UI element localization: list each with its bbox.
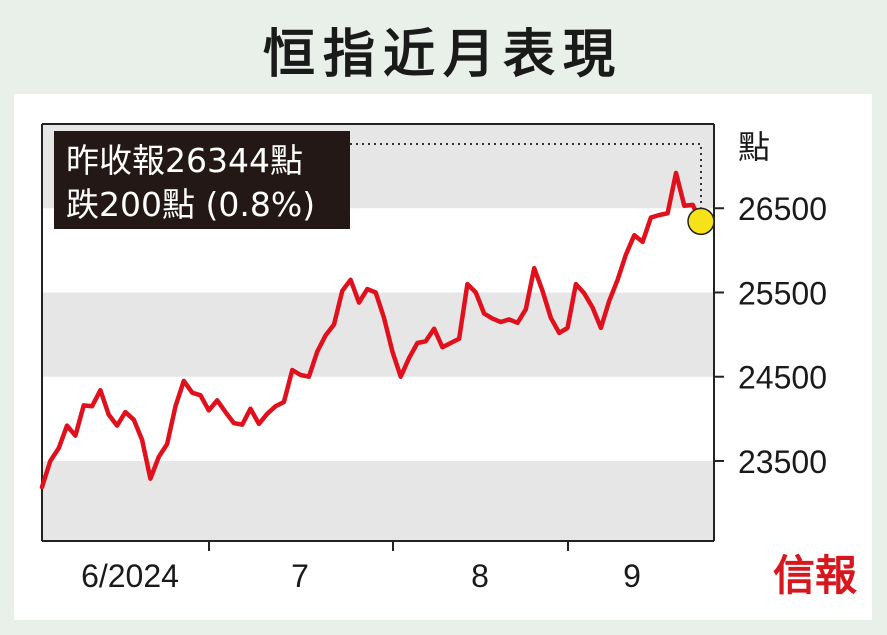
brand-logo: 信報 [772, 551, 857, 600]
y-axis-labels: 23500 24500 25500 26500 點 [738, 128, 827, 480]
annotation-box: 昨收報26344點 跌200點 (0.8%) [54, 131, 350, 229]
background-band-1 [42, 460, 714, 541]
x-axis-labels: 6/2024 7 8 9 [81, 558, 641, 594]
annotation-line-1: 昨收報26344點 [66, 141, 303, 180]
y-axis-unit-label: 點 [738, 128, 770, 166]
x-tick-label-1: 6/2024 [81, 558, 179, 594]
y-tick-label-25500: 25500 [738, 275, 827, 311]
series-line-hsi [39, 170, 704, 490]
x-tick-label-3: 8 [471, 558, 489, 594]
annotation-background [54, 131, 350, 229]
y-tick-label-24500: 24500 [738, 360, 827, 396]
annotation-line-2: 跌200點 (0.8%) [66, 185, 315, 224]
chart-title: 恒指近月表現 [262, 24, 623, 85]
last-close-marker [687, 207, 715, 236]
x-tick-label-2: 7 [291, 558, 309, 594]
x-tick-label-4: 9 [623, 558, 641, 594]
axes [41, 123, 724, 551]
y-tick-label-26500: 26500 [738, 191, 827, 227]
y-tick-label-23500: 23500 [738, 444, 827, 480]
title-bar: 恒指近月表現 [8, 8, 878, 90]
